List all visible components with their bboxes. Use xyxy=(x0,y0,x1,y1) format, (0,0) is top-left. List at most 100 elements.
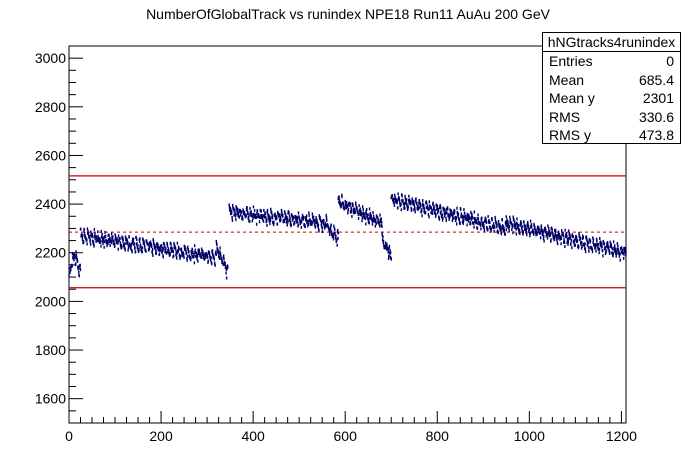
data-point xyxy=(624,253,627,257)
data-point xyxy=(184,245,186,249)
data-point xyxy=(143,239,145,243)
data-point xyxy=(411,208,413,212)
data-point xyxy=(352,202,354,206)
data-point xyxy=(380,217,382,221)
data-point xyxy=(614,244,616,248)
data-point xyxy=(419,204,422,208)
data-point xyxy=(317,223,320,227)
data-point xyxy=(431,210,433,214)
data-point xyxy=(133,242,136,246)
data-point xyxy=(448,217,450,221)
data-point xyxy=(611,251,613,255)
data-point xyxy=(393,204,396,208)
data-point xyxy=(349,202,351,206)
data-point xyxy=(91,233,94,237)
data-point xyxy=(379,224,381,228)
data-point xyxy=(505,224,507,228)
data-point xyxy=(205,251,208,255)
data-point xyxy=(329,227,332,231)
data-point xyxy=(273,220,275,224)
data-point xyxy=(503,226,505,230)
data-point xyxy=(579,236,582,240)
data-point xyxy=(282,214,284,218)
data-point xyxy=(361,216,364,220)
data-point xyxy=(620,246,623,250)
data-point xyxy=(318,229,320,233)
data-point xyxy=(521,225,523,229)
data-point xyxy=(225,276,228,280)
data-point xyxy=(123,243,126,247)
data-point xyxy=(78,274,81,278)
data-point xyxy=(286,217,289,221)
data-point xyxy=(92,240,95,244)
data-point xyxy=(560,237,563,241)
data-point xyxy=(289,220,292,224)
data-point xyxy=(185,247,187,251)
data-point xyxy=(372,211,374,215)
data-point xyxy=(437,209,440,213)
data-point xyxy=(529,234,531,238)
data-point xyxy=(202,252,205,256)
data-point xyxy=(396,201,398,205)
data-point xyxy=(436,211,439,215)
data-point xyxy=(351,214,353,218)
data-point xyxy=(398,197,401,201)
data-point xyxy=(187,248,190,252)
data-point xyxy=(609,240,611,244)
data-point xyxy=(215,239,218,243)
data-point xyxy=(487,228,489,232)
data-point xyxy=(234,212,236,216)
data-point xyxy=(336,243,338,247)
data-point xyxy=(592,238,595,242)
data-point xyxy=(201,253,204,257)
data-point xyxy=(238,215,241,219)
data-point xyxy=(192,250,194,254)
data-point xyxy=(338,200,340,204)
data-point xyxy=(148,247,151,251)
data-point xyxy=(515,227,517,231)
data-point xyxy=(308,211,310,215)
data-point xyxy=(238,211,240,215)
data-point xyxy=(405,200,407,204)
data-point xyxy=(320,220,323,224)
data-point xyxy=(75,262,77,266)
data-point xyxy=(269,222,271,226)
data-point xyxy=(512,215,514,219)
data-point xyxy=(473,221,475,225)
data-point xyxy=(546,236,549,240)
data-point xyxy=(233,208,236,212)
y-tick-label: 1600 xyxy=(35,391,66,407)
data-point xyxy=(204,257,206,261)
data-point xyxy=(567,237,569,241)
data-point xyxy=(71,264,73,268)
data-point xyxy=(289,216,291,220)
data-point xyxy=(315,221,318,225)
data-point xyxy=(158,252,161,256)
data-point xyxy=(181,250,183,254)
data-point xyxy=(536,232,538,236)
stats-label: RMS xyxy=(549,108,581,125)
data-point xyxy=(297,211,300,215)
data-point xyxy=(342,202,344,206)
data-point xyxy=(445,219,448,223)
data-point xyxy=(566,241,568,245)
data-point xyxy=(375,220,377,224)
data-point xyxy=(262,219,265,223)
data-point xyxy=(489,220,491,224)
data-point xyxy=(344,199,346,203)
data-point xyxy=(362,211,365,215)
data-point xyxy=(148,248,150,252)
data-point xyxy=(219,246,221,250)
data-point xyxy=(127,246,130,250)
data-point xyxy=(528,230,530,234)
data-point xyxy=(582,234,584,238)
data-point xyxy=(447,207,449,211)
data-point xyxy=(305,216,307,220)
data-point xyxy=(534,225,536,229)
data-point xyxy=(557,237,559,241)
data-point xyxy=(161,250,163,254)
data-point xyxy=(406,204,408,208)
data-point xyxy=(151,245,153,249)
data-point xyxy=(452,216,454,220)
